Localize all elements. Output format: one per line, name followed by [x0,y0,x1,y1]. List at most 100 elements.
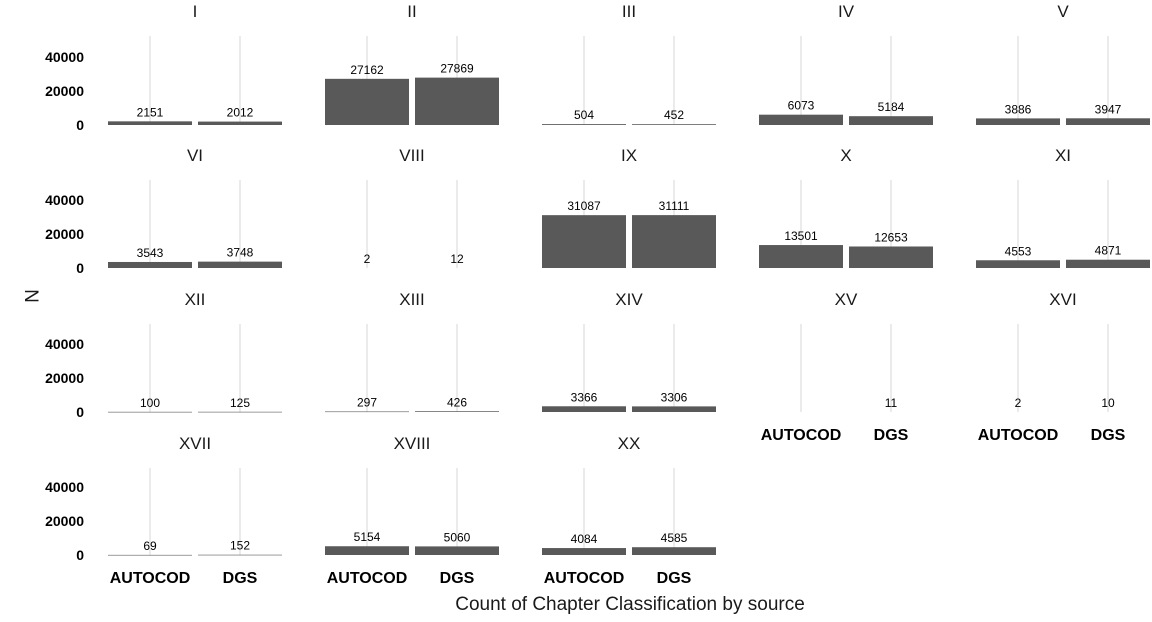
bar-dgs [415,411,499,412]
facet-strip-label: I [193,2,198,21]
facet-strip-label: XI [1055,146,1071,165]
bar-value-label: 27162 [350,63,384,77]
bar-value-label: 504 [574,108,594,122]
facet-panel-xiii: XIII 297 426 [325,290,499,413]
bar-value-label: 27869 [440,62,474,76]
bar-value-label: 12653 [874,230,908,244]
x-tick-label: AUTOCOD [110,570,191,587]
y-tick-label: 0 [76,117,84,133]
x-tick-label: AUTOCOD [978,427,1059,444]
facet-panel-xviii: XVIII 5154 5060 AUTOCOD DGS [325,434,499,587]
x-tick-label: AUTOCOD [761,427,842,444]
bar-value-label: 2151 [137,105,164,119]
bar-dgs [198,121,282,125]
bar-autocod [542,406,626,412]
facet-panel-xvi: XVI 2 10 AUTOCOD DGS [978,290,1126,444]
facet-panel-ii: II 27162 27869 [325,2,499,125]
bar-dgs [1066,259,1150,268]
bar-value-label: 12 [450,252,464,266]
bar-autocod [325,546,409,555]
facet-panel-vi: VI 3543 3748 0 20000 40000 [45,146,282,276]
bar-dgs [632,124,716,125]
bar-dgs [415,546,499,555]
x-tick-label: AUTOCOD [327,570,408,587]
y-tick-label: 0 [76,404,84,420]
y-tick-label: 40000 [45,336,84,352]
bar-value-label: 125 [230,396,250,410]
bar-autocod [108,411,192,413]
bar-value-label: 3543 [137,246,164,260]
bar-value-label: 3947 [1095,102,1122,116]
facet-strip-label: X [840,146,851,165]
bar-value-label: 2 [1015,396,1022,410]
facet-panel-xx: XX 4084 4585 AUTOCOD DGS [542,434,716,587]
bar-autocod [108,554,192,556]
facet-strip-label: II [407,2,416,21]
facet-strip-label: XIII [399,290,425,309]
y-tick-label: 0 [76,260,84,276]
facet-strip-label: VIII [399,146,425,165]
facet-panel-xiv: XIV 3366 3306 [542,290,716,412]
y-tick-label: 20000 [45,83,84,99]
bar-dgs [198,261,282,268]
bar-value-label: 3306 [661,390,688,404]
y-axis-title: N [20,289,41,303]
bar-autocod [542,215,626,268]
facet-strip-label: XIV [615,290,643,309]
bar-autocod [976,260,1060,268]
facet-panel-xvii: XVII 69 152 0 20000 40000 AUTOCOD DGS [45,434,282,587]
bar-value-label: 100 [140,396,160,410]
y-tick-label: 40000 [45,479,84,495]
y-tick-label: 0 [76,547,84,563]
facet-panel-xii: XII 100 125 0 20000 40000 [45,290,282,420]
facet-strip-label: VI [187,146,203,165]
bar-dgs [415,77,499,125]
bar-autocod [325,411,409,413]
facet-panel-iii: III 504 452 [542,2,716,125]
x-axis-title: Count of Chapter Classification by sourc… [455,594,805,615]
bar-value-label: 6073 [788,99,815,113]
bar-dgs [1066,118,1150,125]
bar-value-label: 3886 [1005,102,1032,116]
bar-autocod [542,548,626,555]
bar-value-label: 5184 [878,100,905,114]
y-tick-label: 20000 [45,513,84,529]
bar-dgs [849,246,933,268]
bar-value-label: 4084 [571,532,598,546]
facet-strip-label: XVIII [394,434,431,453]
bar-value-label: 452 [664,108,684,122]
facet-panel-viii: VIII 2 12 [364,146,464,268]
facet-panel-v: V 3886 3947 [976,2,1150,125]
facet-strip-label: IV [838,2,855,21]
bar-value-label: 3366 [571,390,598,404]
bar-value-label: 31087 [567,199,601,213]
bar-dgs [632,215,716,268]
bar-dgs [198,411,282,413]
bar-autocod [108,121,192,125]
x-tick-label: DGS [874,427,909,444]
facet-panel-xi: XI 4553 4871 [976,146,1150,268]
bar-dgs [632,547,716,555]
bar-value-label: 426 [447,395,467,409]
bar-autocod [542,124,626,125]
bar-value-label: 69 [143,539,157,553]
x-tick-label: DGS [440,570,475,587]
bar-autocod [759,114,843,125]
facet-strip-label: V [1057,2,1069,21]
bar-value-label: 152 [230,539,250,553]
facet-panel-iv: IV 6073 5184 [759,2,933,125]
bar-dgs [198,554,282,556]
facet-strip-label: IX [621,146,637,165]
x-tick-label: DGS [657,570,692,587]
facet-panel-xv: XV 11 AUTOCOD DGS [761,290,909,444]
bar-autocod [759,245,843,268]
y-tick-label: 20000 [45,226,84,242]
bar-value-label: 10 [1101,396,1115,410]
bar-autocod [108,261,192,268]
bar-dgs [849,116,933,125]
facet-strip-label: XV [835,290,858,309]
y-tick-label: 40000 [45,192,84,208]
bar-dgs [632,406,716,412]
x-tick-label: AUTOCOD [544,570,625,587]
